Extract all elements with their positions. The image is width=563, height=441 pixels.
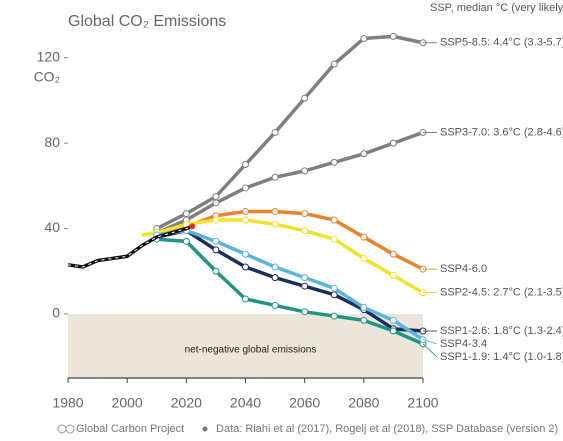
series-label: SSP3-7.0: 3.6°C (2.8-4.6)	[440, 126, 563, 138]
series-point	[301, 308, 309, 316]
series-point	[360, 34, 368, 42]
series-point	[271, 173, 279, 181]
series-label: SSP4-6.0	[440, 263, 487, 275]
legend-title: SSP, median °C (very likely range)	[430, 2, 563, 14]
series-point	[360, 233, 368, 241]
series-point	[360, 304, 368, 312]
x-tick-label: 2040	[230, 395, 261, 411]
series-point	[360, 316, 368, 324]
footer-source: Global Carbon Project	[76, 423, 184, 435]
series-point	[242, 207, 249, 215]
series-point	[360, 254, 368, 262]
series-point	[389, 327, 397, 335]
series-point	[389, 250, 397, 258]
series-point	[271, 220, 279, 228]
series-point	[242, 295, 249, 303]
x-tick-label: 2080	[348, 395, 379, 411]
series-point	[242, 184, 249, 192]
series-point	[182, 237, 190, 245]
series-point	[212, 216, 220, 224]
series-point	[212, 267, 220, 275]
cc-icon	[57, 424, 67, 434]
x-tick-label: 1980	[52, 395, 83, 411]
y-axis-label: CO₂	[34, 69, 60, 85]
series-point	[301, 282, 309, 290]
series-point	[212, 246, 220, 254]
series-point	[301, 94, 309, 102]
series-line	[156, 237, 424, 346]
series-point	[271, 207, 279, 215]
series-point	[330, 60, 338, 68]
series-point	[330, 216, 338, 224]
series-line	[156, 209, 424, 271]
label-connector	[422, 339, 438, 345]
series-point	[242, 216, 249, 224]
y-tick-label: 40	[44, 219, 60, 235]
series-point	[330, 235, 338, 243]
x-tick-label: 2060	[289, 395, 320, 411]
history-last-point	[189, 223, 196, 230]
series-point	[389, 272, 397, 280]
series-point	[271, 301, 279, 309]
series-point	[301, 274, 309, 282]
series-point	[389, 316, 397, 324]
x-tick-label: 2020	[171, 395, 202, 411]
series-label: SSP1-1.9: 1.4°C (1.0-1.8)	[440, 351, 563, 363]
series-point	[271, 263, 279, 271]
series-point	[212, 237, 220, 245]
series-point	[301, 167, 309, 175]
footer-dot	[202, 426, 208, 432]
series-point	[242, 263, 249, 271]
series-label: SSP1-2.6: 1.8°C (1.3-2.4)	[440, 325, 563, 337]
series-point	[271, 274, 279, 282]
series-point	[360, 150, 368, 158]
series-label: SSP2-4.5: 2.7°C (2.1-3.5)	[440, 286, 563, 298]
x-tick-label: 2100	[407, 395, 438, 411]
series-line	[156, 228, 424, 342]
series-point	[212, 193, 220, 200]
series-line	[156, 228, 424, 333]
series-label: SSP5-8.5: 4.4°C (3.3-5.7)	[440, 37, 563, 49]
series-point	[389, 32, 397, 40]
series-point	[330, 312, 338, 320]
label-connector	[422, 343, 438, 358]
series-point	[330, 291, 338, 299]
series-label: SSP4-3.4	[440, 338, 487, 350]
series-point	[301, 210, 309, 218]
cc-icon	[65, 424, 75, 434]
series-point	[212, 199, 220, 207]
series-point	[389, 139, 397, 147]
series-line	[155, 34, 424, 231]
series-point	[271, 128, 279, 136]
series-point	[330, 158, 338, 166]
y-tick-label: 0	[52, 305, 60, 321]
series-point	[242, 160, 249, 168]
negative-region	[68, 313, 423, 378]
y-tick-label: 120	[37, 48, 61, 64]
x-tick-label: 2000	[112, 395, 143, 411]
series-point	[242, 250, 249, 258]
history-dash	[67, 225, 193, 268]
series-point	[330, 284, 338, 292]
series-line	[156, 130, 424, 235]
series-point	[301, 227, 309, 235]
y-tick-label: 80	[44, 134, 60, 150]
annotation: net-negative global emissions	[185, 345, 317, 356]
chart-title: Global CO₂ Emissions	[68, 13, 226, 30]
series-point	[182, 210, 190, 218]
footer-data: Data: Riahi et al (2017), Rogelj et al (…	[216, 423, 558, 435]
